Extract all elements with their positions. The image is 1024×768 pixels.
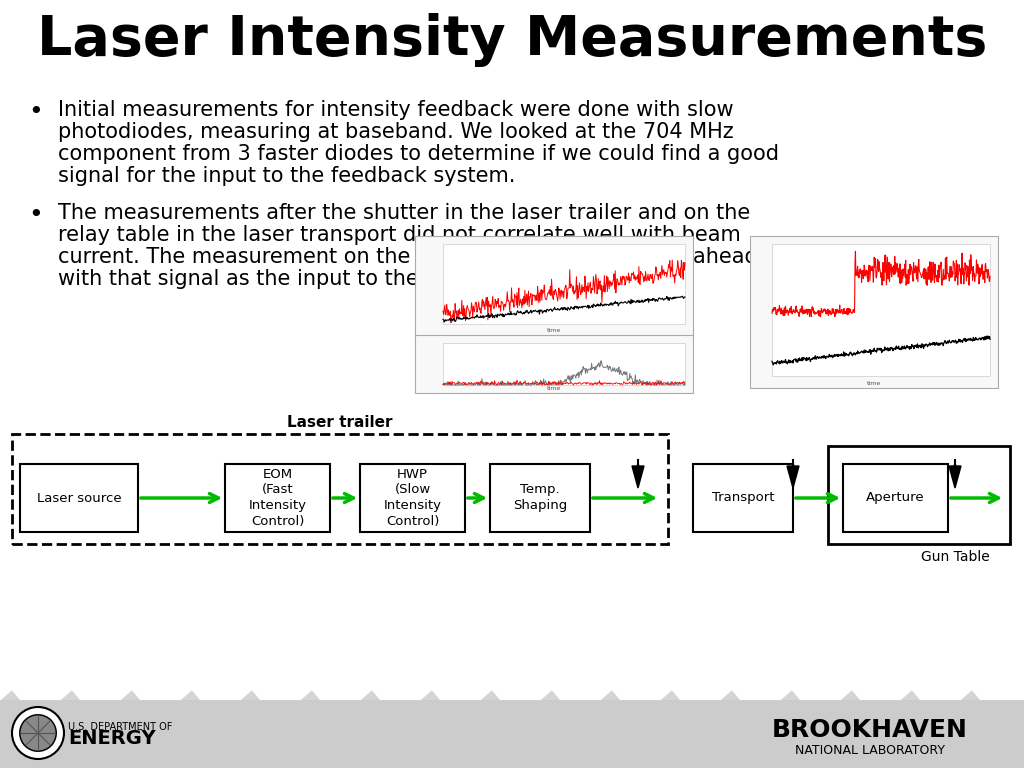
Text: Temp.
Shaping: Temp. Shaping [513,484,567,512]
Text: HWP
(Slow
Intensity
Control): HWP (Slow Intensity Control) [384,468,441,528]
Text: The measurements after the shutter in the laser trailer and on the: The measurements after the shutter in th… [58,203,751,223]
Text: Aperture: Aperture [866,492,925,505]
Text: Initial measurements for intensity feedback were done with slow: Initial measurements for intensity feedb… [58,100,733,120]
Bar [12,434,668,544]
Text: time: time [547,328,561,333]
Bar [0,700,1024,768]
Bar [443,343,685,385]
Text: relay table in the laser transport did not correlate well with beam: relay table in the laser transport did n… [58,225,740,245]
Bar [750,236,998,388]
Text: photodiodes, measuring at baseband. We looked at the 704 MHz: photodiodes, measuring at baseband. We l… [58,122,733,142]
Text: Laser Intensity Measurements: Laser Intensity Measurements [37,13,987,67]
Bar [0,700,1024,768]
Circle shape [12,707,63,759]
Text: BROOKHAVEN: BROOKHAVEN [772,718,968,742]
Text: time: time [547,386,561,391]
Polygon shape [787,466,799,488]
Text: Gun Table: Gun Table [921,550,989,564]
Bar [360,464,465,532]
Bar [415,236,693,336]
Circle shape [19,715,56,751]
Text: Laser source: Laser source [37,492,121,505]
Text: current. The measurement on the gun table did, so we went ahead: current. The measurement on the gun tabl… [58,247,758,267]
Bar [443,244,685,324]
Text: Laser trailer: Laser trailer [288,415,393,430]
Text: with that signal as the input to the feedback.: with that signal as the input to the fee… [58,269,528,289]
Text: component from 3 faster diodes to determine if we could find a good: component from 3 faster diodes to determ… [58,144,779,164]
Text: U.S. DEPARTMENT OF: U.S. DEPARTMENT OF [68,722,172,732]
Bar [20,464,138,532]
Text: signal for the input to the feedback system.: signal for the input to the feedback sys… [58,166,515,186]
Text: NATIONAL LABORATORY: NATIONAL LABORATORY [795,743,945,756]
Text: •: • [28,203,43,227]
Bar [828,446,1010,544]
Text: •: • [28,100,43,124]
Bar [490,464,590,532]
Bar [225,464,330,532]
Bar [415,335,693,393]
Text: ENERGY: ENERGY [68,730,156,749]
Bar [772,244,990,376]
Text: Transport: Transport [712,492,774,505]
Polygon shape [949,466,961,488]
Polygon shape [632,466,644,488]
Text: time: time [867,381,881,386]
Bar [693,464,793,532]
Bar [843,464,948,532]
Text: EOM
(Fast
Intensity
Control): EOM (Fast Intensity Control) [249,468,306,528]
